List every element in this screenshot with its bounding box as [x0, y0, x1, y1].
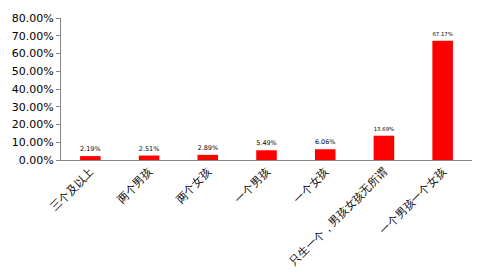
- svg-text:20.00%: 20.00%: [12, 118, 54, 131]
- svg-text:67.17%: 67.17%: [432, 31, 453, 37]
- svg-text:一个男孩一个女孩: 一个男孩一个女孩: [377, 166, 448, 237]
- svg-text:6.06%: 6.06%: [315, 138, 336, 146]
- svg-text:2.19%: 2.19%: [80, 145, 101, 153]
- svg-text:一个女孩: 一个女孩: [291, 166, 331, 206]
- svg-text:70.00%: 70.00%: [12, 30, 54, 43]
- svg-text:5.49%: 5.49%: [256, 139, 277, 147]
- svg-text:两个女孩: 两个女孩: [173, 166, 213, 206]
- svg-text:三个及以上: 三个及以上: [48, 166, 96, 214]
- svg-text:一个男孩: 一个男孩: [232, 166, 272, 206]
- svg-text:只生一个，男孩女孩无所谓: 只生一个，男孩女孩无所谓: [287, 166, 390, 269]
- svg-text:0.00%: 0.00%: [19, 154, 54, 167]
- svg-text:50.00%: 50.00%: [12, 65, 54, 78]
- svg-text:两个男孩: 两个男孩: [115, 166, 155, 206]
- svg-text:30.00%: 30.00%: [12, 101, 54, 114]
- svg-text:13.69%: 13.69%: [374, 126, 395, 132]
- svg-text:2.51%: 2.51%: [139, 145, 160, 153]
- svg-text:2.89%: 2.89%: [198, 144, 219, 152]
- svg-text:40.00%: 40.00%: [12, 83, 54, 96]
- svg-text:60.00%: 60.00%: [12, 47, 54, 60]
- svg-text:80.00%: 80.00%: [12, 12, 54, 25]
- svg-text:10.00%: 10.00%: [12, 136, 54, 149]
